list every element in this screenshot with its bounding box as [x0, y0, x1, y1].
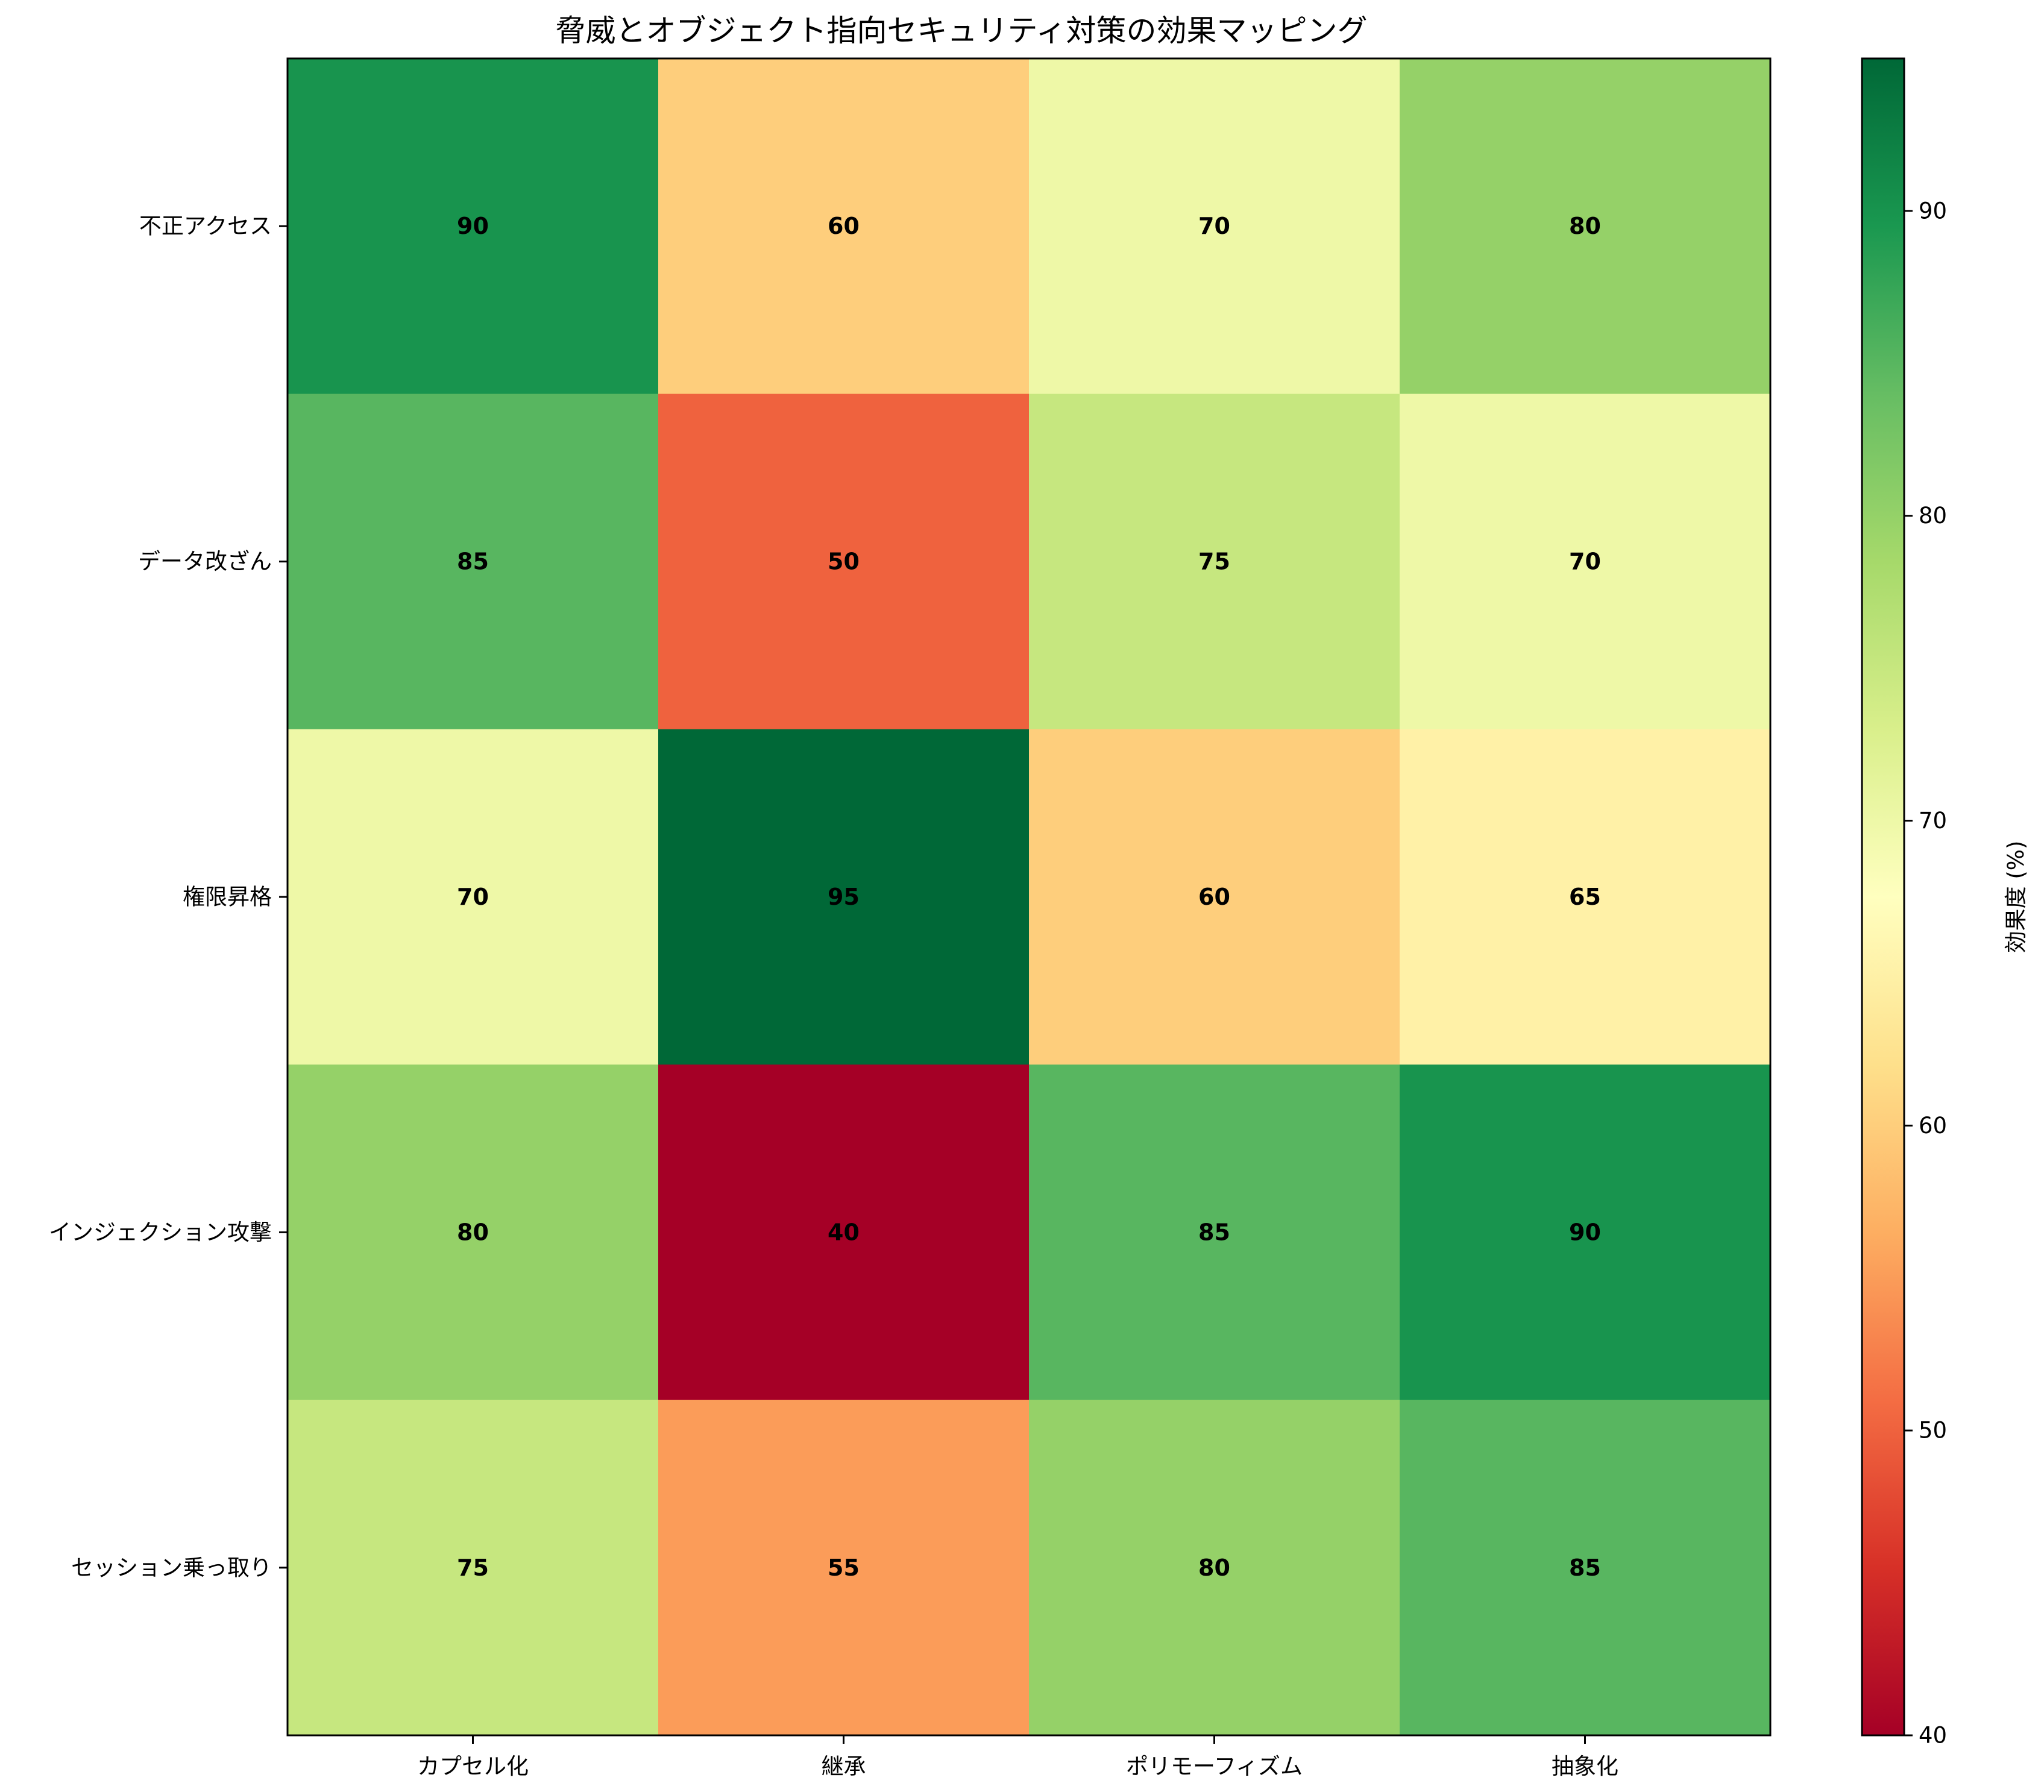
heatmap-cell [1400, 729, 1771, 1065]
cell-value-label: 75 [457, 1555, 489, 1581]
colorbar [1861, 57, 1905, 1737]
colorbar-tick-label: 90 [1919, 198, 1947, 224]
cell-value-label: 40 [828, 1219, 860, 1245]
cell-value-label: 80 [1198, 1555, 1230, 1581]
heatmap-cell [1400, 58, 1771, 394]
x-tick-label: 継承 [822, 1753, 866, 1779]
heatmap-cell [658, 394, 1030, 730]
heatmap-cell [288, 1064, 659, 1401]
cell-value-label: 60 [828, 213, 860, 239]
y-tick-label: セッション乗っ取り [71, 1555, 272, 1580]
colorbar-tick-label: 50 [1919, 1418, 1947, 1444]
x-tick-label: カプセル化 [417, 1753, 529, 1779]
heatmap-cell [1400, 1400, 1771, 1736]
cell-value-label: 95 [828, 884, 860, 910]
y-tick-label: インジェクション攻撃 [49, 1219, 272, 1245]
cell-value-label: 60 [1198, 884, 1230, 910]
heatmap-cell [288, 729, 659, 1065]
colorbar-label: 効果度 (%) [2003, 841, 2029, 954]
cell-value-label: 80 [1569, 213, 1601, 239]
heatmap-cell [1400, 1064, 1771, 1401]
heatmap-cell [658, 729, 1030, 1065]
x-axis: カプセル化 継承 ポリモーフィズム 抽象化 [417, 1735, 1618, 1779]
heatmap-cell [1029, 58, 1400, 394]
y-tick-label: 権限昇格 [183, 884, 272, 910]
heatmap-cell [658, 58, 1030, 394]
x-tick-label: ポリモーフィズム [1126, 1753, 1303, 1779]
x-tick-label: 抽象化 [1552, 1753, 1618, 1779]
heatmap-cell [1029, 729, 1400, 1065]
cell-value-label: 85 [1569, 1555, 1601, 1581]
cell-value-label: 65 [1569, 884, 1601, 910]
cell-value-label: 90 [1569, 1219, 1601, 1245]
heatmap-cell [1029, 1400, 1400, 1736]
cell-value-label: 70 [457, 884, 489, 910]
y-tick-label: データ改ざん [138, 549, 272, 574]
colorbar-ticks: 40 50 60 70 80 90 [1904, 198, 1947, 1749]
colorbar-tick-label: 40 [1919, 1723, 1947, 1749]
y-tick-label: 不正アクセス [139, 213, 272, 239]
heatmap-cell [1029, 394, 1400, 730]
colorbar-tick-label: 80 [1919, 503, 1947, 529]
heatmap-cell [658, 1400, 1030, 1736]
chart-title: 脅威とオブジェクト指向セキュリティ対策の効果マッピング [556, 13, 1368, 48]
colorbar-tick-label: 60 [1919, 1113, 1947, 1139]
cell-value-label: 70 [1198, 213, 1230, 239]
heatmap-cells [288, 58, 1771, 1736]
cell-value-label: 50 [828, 549, 860, 575]
cell-value-labels: 90 60 70 80 85 50 75 70 70 95 60 65 80 40 85 90 75 55 80 85 [457, 213, 1601, 1581]
colorbar-tick-label: 70 [1919, 808, 1947, 834]
heatmap-cell [1029, 1064, 1400, 1401]
cell-value-label: 80 [457, 1219, 489, 1245]
heatmap-cell [288, 1400, 659, 1736]
cell-value-label: 90 [457, 213, 489, 239]
cell-value-label: 70 [1569, 549, 1601, 575]
heatmap-cell [658, 1064, 1030, 1401]
heatmap-cell [288, 394, 659, 730]
cell-value-label: 75 [1198, 549, 1230, 575]
cell-value-label: 85 [457, 549, 489, 575]
cell-value-label: 55 [828, 1555, 860, 1581]
heatmap-cell [1400, 394, 1771, 730]
cell-value-label: 85 [1198, 1219, 1230, 1245]
heatmap-cell [288, 58, 659, 394]
